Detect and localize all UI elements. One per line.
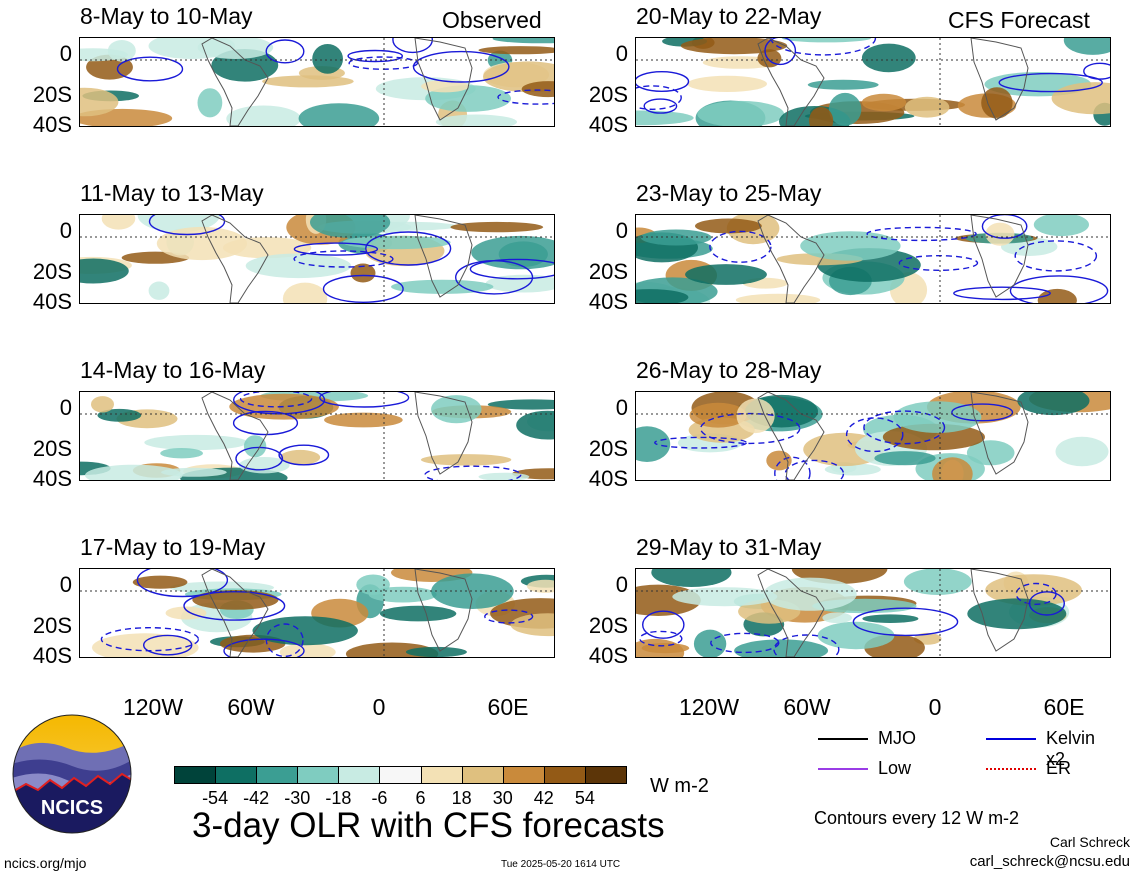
colorbar-label: -30	[284, 788, 311, 808]
colorbar-label: -54	[202, 788, 229, 808]
x-tick-label: 120W	[122, 694, 184, 720]
colorbar-swatch	[584, 766, 627, 784]
y-tick-label: 0	[59, 572, 72, 597]
y-tick-label: 0	[59, 41, 72, 66]
olr-map	[635, 568, 1111, 658]
colorbar-swatch	[297, 766, 340, 784]
contours-note: Contours every 12 W m-2	[814, 808, 1020, 828]
observed-label: Observed	[442, 7, 542, 33]
olr-map	[635, 391, 1111, 481]
y-tick-label: 0	[615, 572, 628, 597]
timestamp: Tue 2025-05-20 1614 UTC	[501, 859, 621, 870]
author-email: carl_schreck@ncsu.edu	[969, 853, 1130, 870]
colorbar-swatch	[502, 766, 545, 784]
y-tick-label: 40S	[32, 466, 72, 491]
er-legend-label: ER	[1046, 758, 1072, 778]
x-tick-label: 0	[372, 694, 386, 720]
y-tick-label: 40S	[588, 466, 628, 491]
colorbar-swatch	[379, 766, 422, 784]
colorbar-swatch	[256, 766, 299, 784]
colorbar-label: 54	[574, 788, 595, 808]
colorbar-swatch	[174, 766, 217, 784]
colorbar-swatch	[338, 766, 381, 784]
author: Carl Schreck	[1049, 834, 1130, 850]
colorbar: -54 -42 -30 -18 -6 6 18 30 42 54	[174, 766, 627, 808]
low-legend-line	[818, 768, 868, 770]
mjo-legend-label: MJO	[878, 728, 916, 748]
x-tick-label: 60E	[1043, 694, 1085, 720]
logo-text: NCICS	[41, 797, 103, 819]
er-legend-line	[986, 768, 1036, 770]
x-tick-label: 60E	[487, 694, 529, 720]
low-legend-label: Low	[878, 758, 912, 778]
website-link[interactable]: ncics.org/mjo	[4, 855, 87, 871]
colorbar-label: -42	[243, 788, 270, 808]
panel-date-range: 29-May to 31-May	[636, 534, 822, 560]
x-tick-label: 120W	[678, 694, 740, 720]
y-tick-label: 0	[615, 395, 628, 420]
y-tick-label: 20S	[32, 259, 72, 284]
olr-map	[635, 37, 1111, 127]
y-tick-label: 20S	[588, 613, 628, 638]
ncics-logo: NCICS	[12, 714, 132, 834]
panel-date-range: 8-May to 10-May	[80, 3, 253, 29]
y-tick-label: 20S	[588, 436, 628, 461]
colorbar-label: 18	[451, 788, 472, 808]
colorbar-label: -6	[371, 788, 388, 808]
y-tick-label: 40S	[32, 112, 72, 137]
colorbar-label: -18	[325, 788, 352, 808]
panel-date-range: 23-May to 25-May	[636, 180, 822, 206]
panel-date-range: 17-May to 19-May	[80, 534, 266, 560]
olr-map	[635, 214, 1111, 304]
y-tick-label: 20S	[32, 436, 72, 461]
y-tick-label: 40S	[32, 289, 72, 314]
colorbar-swatch	[543, 766, 586, 784]
colorbar-swatch	[420, 766, 463, 784]
y-tick-label: 40S	[588, 112, 628, 137]
panel-date-range: 14-May to 16-May	[80, 357, 266, 383]
panel-date-range: 20-May to 22-May	[636, 3, 822, 29]
y-tick-label: 0	[615, 218, 628, 243]
y-tick-label: 40S	[588, 289, 628, 314]
olr-map	[79, 214, 555, 304]
colorbar-swatch	[215, 766, 258, 784]
colorbar-label: 42	[533, 788, 554, 808]
kelvin-legend-line	[986, 738, 1036, 740]
colorbar-units: W m-2	[650, 775, 709, 797]
colorbar-swatch	[461, 766, 504, 784]
colorbar-label: 6	[415, 788, 426, 808]
olr-map	[79, 37, 555, 127]
y-tick-label: 20S	[32, 613, 72, 638]
y-tick-label: 40S	[588, 643, 628, 668]
y-tick-label: 0	[59, 218, 72, 243]
y-tick-label: 20S	[588, 259, 628, 284]
mjo-legend-line	[818, 738, 868, 740]
y-tick-label: 0	[59, 395, 72, 420]
x-tick-label: 60W	[227, 694, 275, 720]
kelvin-legend-label: Kelvin x2	[1046, 728, 1096, 769]
panel-date-range: 11-May to 13-May	[80, 180, 264, 206]
panel-date-range: 26-May to 28-May	[636, 357, 822, 383]
y-tick-label: 20S	[588, 82, 628, 107]
figure-title: 3-day OLR with CFS forecasts	[192, 806, 665, 845]
olr-map	[79, 568, 555, 658]
y-tick-label: 40S	[32, 643, 72, 668]
forecast-label: CFS Forecast	[948, 7, 1090, 33]
olr-map	[79, 391, 555, 481]
y-tick-label: 20S	[32, 82, 72, 107]
y-tick-label: 0	[615, 41, 628, 66]
colorbar-label: 30	[492, 788, 513, 808]
x-tick-label: 0	[928, 694, 942, 720]
x-tick-label: 60W	[783, 694, 831, 720]
